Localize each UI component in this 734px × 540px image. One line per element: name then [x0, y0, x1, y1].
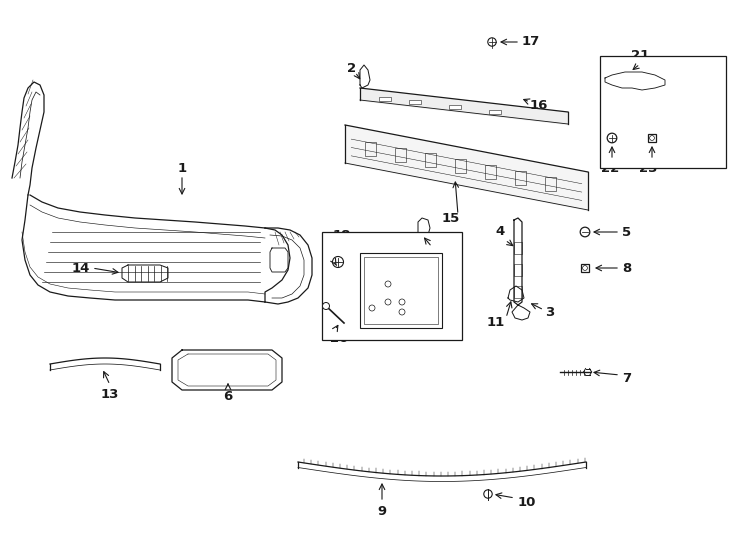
- Text: 1: 1: [178, 162, 186, 175]
- Bar: [484, 165, 495, 179]
- Bar: [449, 105, 461, 109]
- Text: 13: 13: [101, 388, 119, 401]
- Bar: [365, 142, 376, 156]
- Bar: [514, 264, 522, 276]
- Bar: [581, 264, 589, 272]
- Text: 18: 18: [333, 229, 351, 242]
- Text: 4: 4: [495, 225, 505, 238]
- Text: 5: 5: [622, 226, 631, 239]
- Bar: [394, 147, 405, 161]
- Bar: [364, 257, 438, 324]
- Bar: [409, 100, 421, 104]
- Bar: [424, 153, 435, 167]
- Text: 22: 22: [601, 162, 619, 175]
- Circle shape: [484, 490, 493, 498]
- Text: 8: 8: [622, 261, 631, 274]
- Text: 11: 11: [487, 315, 505, 328]
- Text: 12: 12: [423, 250, 441, 263]
- Text: 23: 23: [639, 162, 657, 175]
- Text: 7: 7: [622, 372, 631, 384]
- Bar: [600, 56, 726, 168]
- Text: 9: 9: [377, 505, 387, 518]
- Text: 19: 19: [330, 249, 348, 262]
- Text: 16: 16: [530, 98, 548, 111]
- Bar: [545, 177, 556, 191]
- Bar: [514, 242, 522, 254]
- Text: 17: 17: [522, 36, 540, 49]
- Bar: [454, 159, 465, 173]
- Bar: [322, 232, 462, 340]
- Bar: [515, 171, 526, 185]
- Text: 2: 2: [347, 62, 357, 75]
- Text: 20: 20: [330, 332, 349, 345]
- Circle shape: [580, 227, 590, 237]
- Circle shape: [488, 38, 496, 46]
- Bar: [514, 286, 522, 298]
- Text: 6: 6: [223, 390, 233, 403]
- Text: 21: 21: [631, 49, 649, 62]
- Bar: [648, 134, 656, 142]
- Bar: [489, 110, 501, 113]
- Circle shape: [322, 302, 330, 309]
- Circle shape: [607, 133, 617, 143]
- Text: 15: 15: [442, 212, 460, 225]
- Text: 3: 3: [545, 306, 554, 319]
- Text: 14: 14: [72, 261, 90, 274]
- Bar: [379, 97, 391, 101]
- Bar: [360, 253, 442, 328]
- Text: 10: 10: [518, 496, 537, 509]
